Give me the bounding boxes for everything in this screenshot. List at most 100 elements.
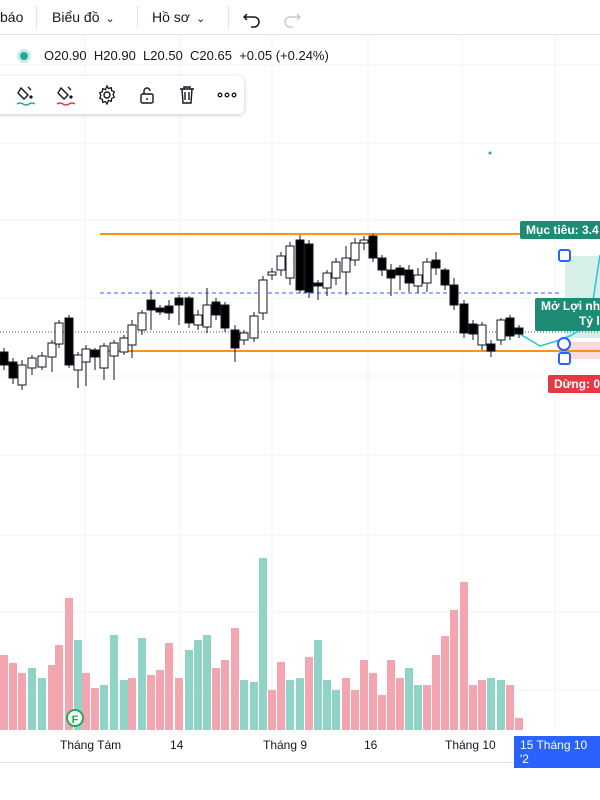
candle-body	[249, 315, 259, 339]
x-axis-label-aug: Tháng Tám	[60, 738, 122, 752]
candle-body	[99, 345, 109, 369]
x-axis-crosshair-date: 15 Tháng 10 '2	[514, 736, 600, 768]
volume-bar	[323, 680, 331, 730]
volume-bar	[221, 660, 229, 730]
candle-body	[0, 351, 9, 366]
entry-handle[interactable]	[557, 337, 571, 351]
candle-body	[514, 327, 524, 335]
candle-body	[174, 297, 184, 306]
candle-body	[193, 314, 203, 326]
ohlc-legend: O20.90 H20.90 L20.50 C20.65 +0.05 (+0.24…	[20, 44, 329, 68]
candle-body	[267, 271, 277, 276]
stop-handle[interactable]	[558, 352, 571, 365]
candle-body	[54, 322, 64, 345]
volume-bar	[74, 640, 82, 730]
volume-bar	[378, 695, 386, 730]
x-axis-label-16: 16	[364, 738, 378, 752]
volume-bar	[100, 685, 108, 730]
chart-menu[interactable]: Biểu đồ ⌄	[52, 0, 115, 34]
profile-menu-label: Hồ sơ	[152, 9, 190, 25]
alert-menu-partial[interactable]: báo	[0, 9, 24, 25]
x-axis-label-14: 14	[170, 738, 184, 752]
candle-body	[211, 301, 221, 316]
candle-body	[202, 304, 212, 328]
candle-body	[127, 324, 137, 346]
ohlc-high: H20.90	[93, 48, 136, 63]
candle-body	[368, 235, 378, 259]
trash-icon[interactable]	[175, 83, 199, 107]
volume-bar	[332, 690, 340, 730]
candle-body	[285, 245, 295, 279]
volume-bar	[48, 665, 56, 730]
candle-body	[377, 257, 387, 271]
candle-body	[37, 355, 47, 368]
volume-bar	[286, 680, 294, 730]
candle-body	[440, 269, 450, 286]
volume-bar	[147, 675, 155, 730]
candle-body	[359, 239, 369, 244]
volume-bar	[28, 668, 36, 730]
volume-bar	[120, 680, 128, 730]
candle-body	[386, 269, 396, 279]
ohlc-change: +0.05 (+0.24%)	[239, 48, 329, 63]
profile-menu[interactable]: Hồ sơ ⌄	[152, 0, 205, 34]
candle-body	[459, 303, 469, 334]
volume-bar	[497, 680, 505, 730]
volume-bar	[441, 636, 449, 730]
volume-bar	[250, 682, 258, 730]
stop-label[interactable]: Dừng: 0	[548, 375, 600, 393]
candle-body	[258, 279, 268, 314]
open-pnl-label[interactable]: Mở Lợi nh Tỷ lệ	[535, 298, 600, 331]
volume-bar	[268, 690, 276, 730]
toolbar-divider	[36, 6, 37, 28]
volume-bar	[165, 643, 173, 730]
dividend-event-marker[interactable]: F	[66, 709, 84, 727]
candle-body	[146, 299, 156, 311]
paint-bucket-icon[interactable]	[14, 83, 38, 107]
top-toolbar: báo Biểu đồ ⌄ Hồ sơ ⌄	[0, 0, 600, 35]
volume-bar	[110, 635, 118, 730]
candle-body	[413, 274, 423, 287]
candle-body	[90, 349, 100, 358]
volume-bar	[38, 678, 46, 730]
drawing-floating-toolbar	[0, 76, 244, 114]
volume-bar	[414, 685, 422, 730]
volume-bar	[369, 673, 377, 730]
candle-body	[449, 284, 459, 306]
volume-bar	[259, 558, 267, 730]
volume-bar	[194, 640, 202, 730]
volume-bar	[82, 673, 90, 730]
redo-icon[interactable]	[283, 0, 302, 34]
volume-bar	[296, 678, 304, 730]
chart-menu-label: Biểu đồ	[52, 9, 100, 25]
volume-bar	[432, 655, 440, 730]
target-handle[interactable]	[558, 249, 571, 262]
candle-body	[230, 329, 240, 349]
target-label[interactable]: Mục tiêu: 3.4	[520, 221, 600, 239]
volume-bar	[231, 628, 239, 730]
more-icon[interactable]	[215, 83, 239, 107]
ohlc-low: L20.50	[143, 48, 183, 63]
axis-divider	[0, 762, 600, 763]
undo-icon[interactable]	[242, 0, 261, 34]
candle-body	[395, 267, 405, 276]
volume-bar	[351, 690, 359, 730]
candle-body	[64, 317, 74, 366]
candle-body	[486, 343, 496, 352]
unlock-icon[interactable]	[135, 83, 159, 107]
volume-bar	[55, 645, 63, 730]
candle-body	[27, 357, 37, 369]
gear-icon[interactable]	[95, 83, 119, 107]
toolbar-divider	[228, 6, 229, 28]
text-color-icon[interactable]	[54, 83, 78, 107]
volume-bar	[156, 670, 164, 730]
volume-bar	[240, 680, 248, 730]
candle-body	[155, 307, 165, 313]
candle-body	[322, 272, 332, 289]
volume-bar	[277, 662, 285, 730]
open-pnl-text: Mở Lợi nh	[541, 299, 600, 313]
ohlc-close: C20.65	[190, 48, 232, 63]
volume-bar	[405, 668, 413, 730]
volume-bar	[423, 685, 431, 730]
